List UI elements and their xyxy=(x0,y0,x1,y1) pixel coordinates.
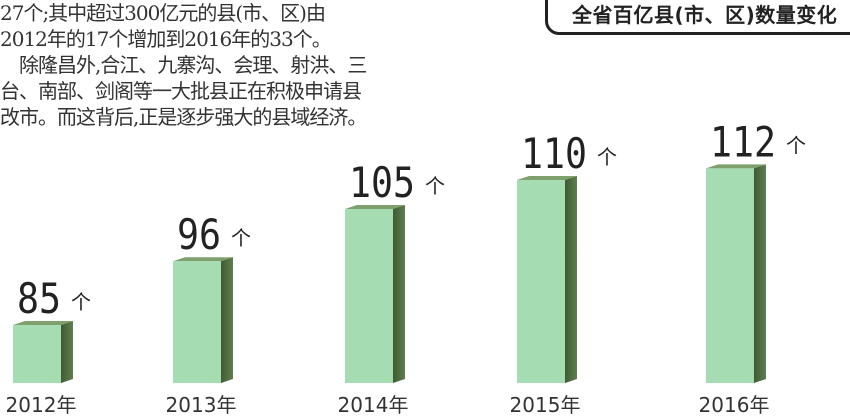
bar-side xyxy=(754,164,766,383)
category-label: 2012年 xyxy=(6,393,77,417)
bar-top xyxy=(517,176,577,180)
unit-label: 个 xyxy=(425,174,445,198)
value-label: 110 xyxy=(521,129,587,178)
bar xyxy=(706,168,754,383)
article-line: 台、南部、剑阁等一大批县正在积极申请县 xyxy=(0,79,362,103)
value-label: 85 xyxy=(17,274,61,323)
bar xyxy=(173,261,221,383)
unit-label: 个 xyxy=(597,145,617,169)
bar-side xyxy=(393,205,405,383)
article-line: 27个;其中超过300亿元的县(市、区)由 xyxy=(0,1,326,25)
chart-title: 全省百亿县(市、区)数量变化 xyxy=(572,3,838,27)
category-label: 2013年 xyxy=(166,393,237,417)
category-label: 2014年 xyxy=(338,393,409,417)
bar xyxy=(13,325,61,383)
bar-side xyxy=(221,257,233,383)
bar-top xyxy=(173,257,233,262)
bar-top xyxy=(13,321,73,325)
unit-label: 个 xyxy=(786,133,806,157)
article-line: 2012年的17个增加到2016年的33个。 xyxy=(0,27,332,51)
bar-side xyxy=(61,321,73,383)
bar xyxy=(517,180,565,383)
bar-top xyxy=(706,164,766,169)
bar xyxy=(345,209,393,383)
unit-label: 个 xyxy=(71,290,91,314)
bar-side xyxy=(565,176,577,383)
value-label: 96 xyxy=(177,210,221,259)
value-label: 112 xyxy=(710,117,776,166)
category-label: 2016年 xyxy=(699,393,770,417)
bar-top xyxy=(345,205,405,209)
category-label: 2015年 xyxy=(510,393,581,417)
title-frame xyxy=(545,0,850,35)
article-line: 除隆昌外,合江、九寨沟、会理、射洪、三 xyxy=(0,53,367,77)
value-label: 105 xyxy=(349,158,415,207)
article-text: 27个;其中超过300亿元的县(市、区)由 2012年的17个增加到2016年的… xyxy=(0,0,440,130)
unit-label: 个 xyxy=(231,226,251,250)
article-line: 改市。而这背后,正是逐步强大的县域经济。 xyxy=(0,105,367,129)
